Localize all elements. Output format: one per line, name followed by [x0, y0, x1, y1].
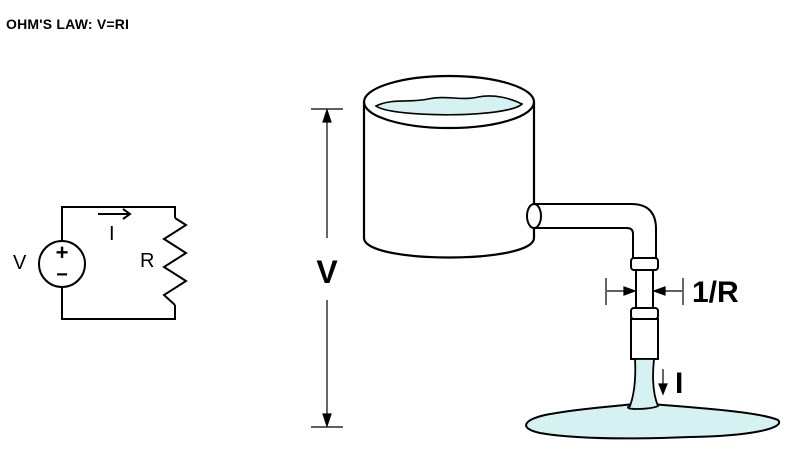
pipe-constriction	[635, 269, 654, 313]
water-stream	[627, 358, 660, 410]
voltage-source-circle	[38, 240, 86, 288]
pipe-outlet-segment	[630, 318, 659, 360]
minus-sign: −	[56, 264, 68, 286]
constriction-arrow-right-icon	[623, 286, 637, 296]
height-dimension	[311, 108, 343, 428]
water-tank	[362, 74, 536, 259]
outlet-pipe	[526, 203, 659, 360]
page-title: OHM'S LAW: V=RI	[6, 16, 130, 32]
circuit-schematic	[38, 206, 188, 320]
water-puddle	[525, 403, 781, 440]
height-arrow-down-icon	[322, 413, 332, 428]
pipe-collar-bottom	[630, 307, 659, 320]
pipe-mouth	[526, 203, 542, 229]
voltage-source-label: V	[13, 252, 27, 274]
constriction-dimension	[605, 278, 684, 305]
height-arrow-up-icon	[322, 108, 332, 123]
circuit-wire-top	[61, 206, 176, 241]
current-label: I	[109, 223, 115, 245]
circuit-wire-bottom	[61, 287, 176, 320]
constriction-label: 1/R	[692, 276, 739, 309]
constriction-arrow-left-icon	[652, 286, 666, 296]
flow-arrow-down-icon	[658, 383, 668, 396]
plus-sign: +	[56, 240, 69, 265]
pipe-elbow	[534, 203, 657, 263]
flow-indicator	[658, 369, 668, 396]
resistor-zigzag	[162, 217, 188, 306]
height-label: V	[316, 254, 338, 290]
resistor-label: R	[140, 250, 154, 272]
pipe-collar-top	[630, 257, 659, 271]
tank-water-surface	[374, 95, 524, 116]
tank-body	[362, 102, 536, 259]
flow-label: I	[675, 367, 683, 400]
current-arrow-icon	[98, 208, 132, 220]
